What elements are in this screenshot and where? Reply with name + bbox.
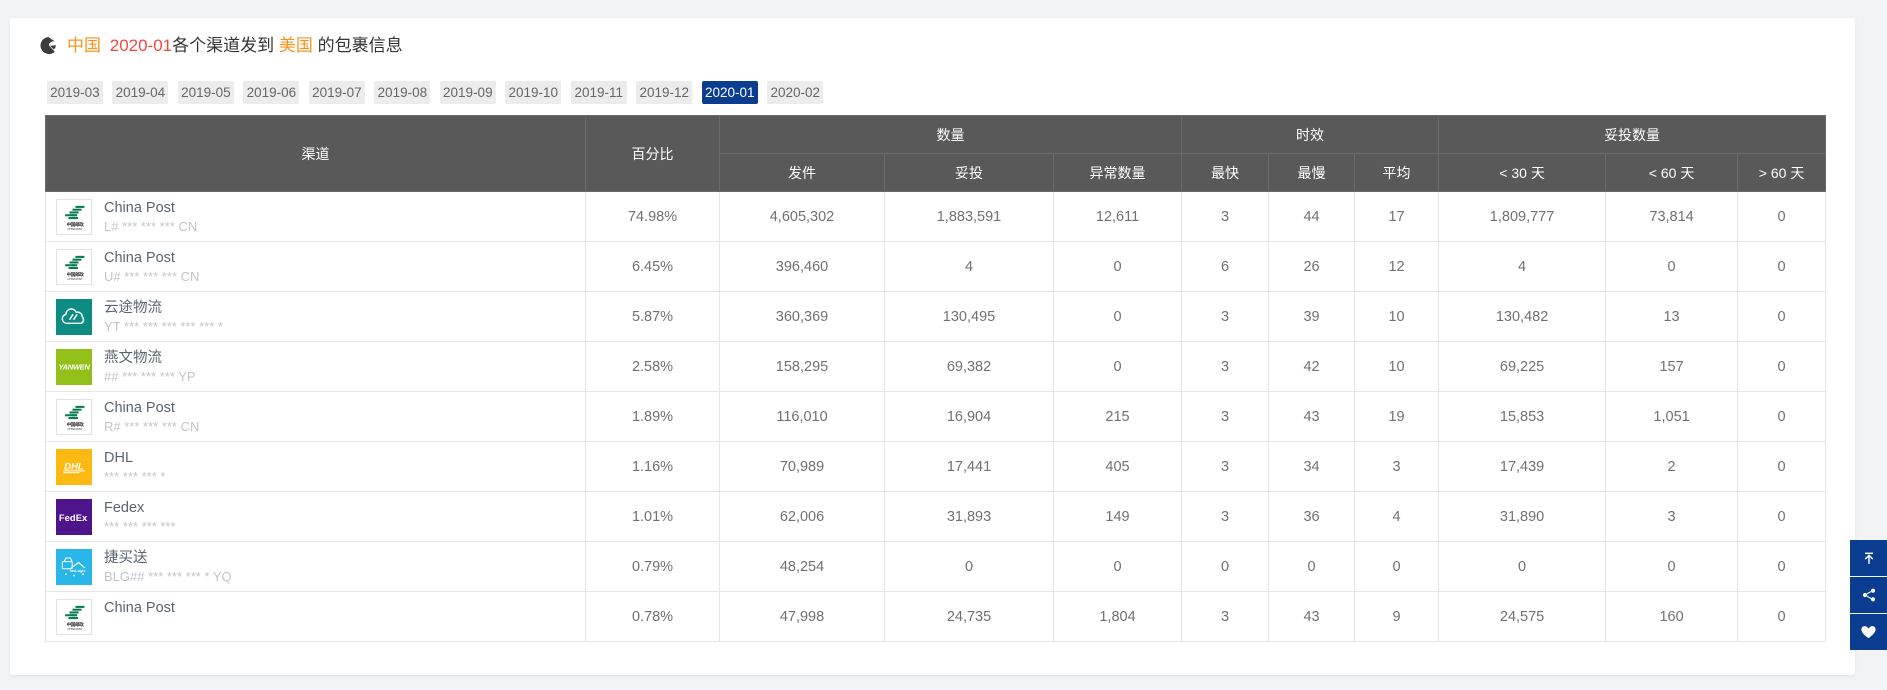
svg-text:YANWEN: YANWEN xyxy=(58,362,90,371)
svg-text:FedEx: FedEx xyxy=(59,513,88,524)
svg-text:luvLogic: luvLogic xyxy=(70,567,87,572)
